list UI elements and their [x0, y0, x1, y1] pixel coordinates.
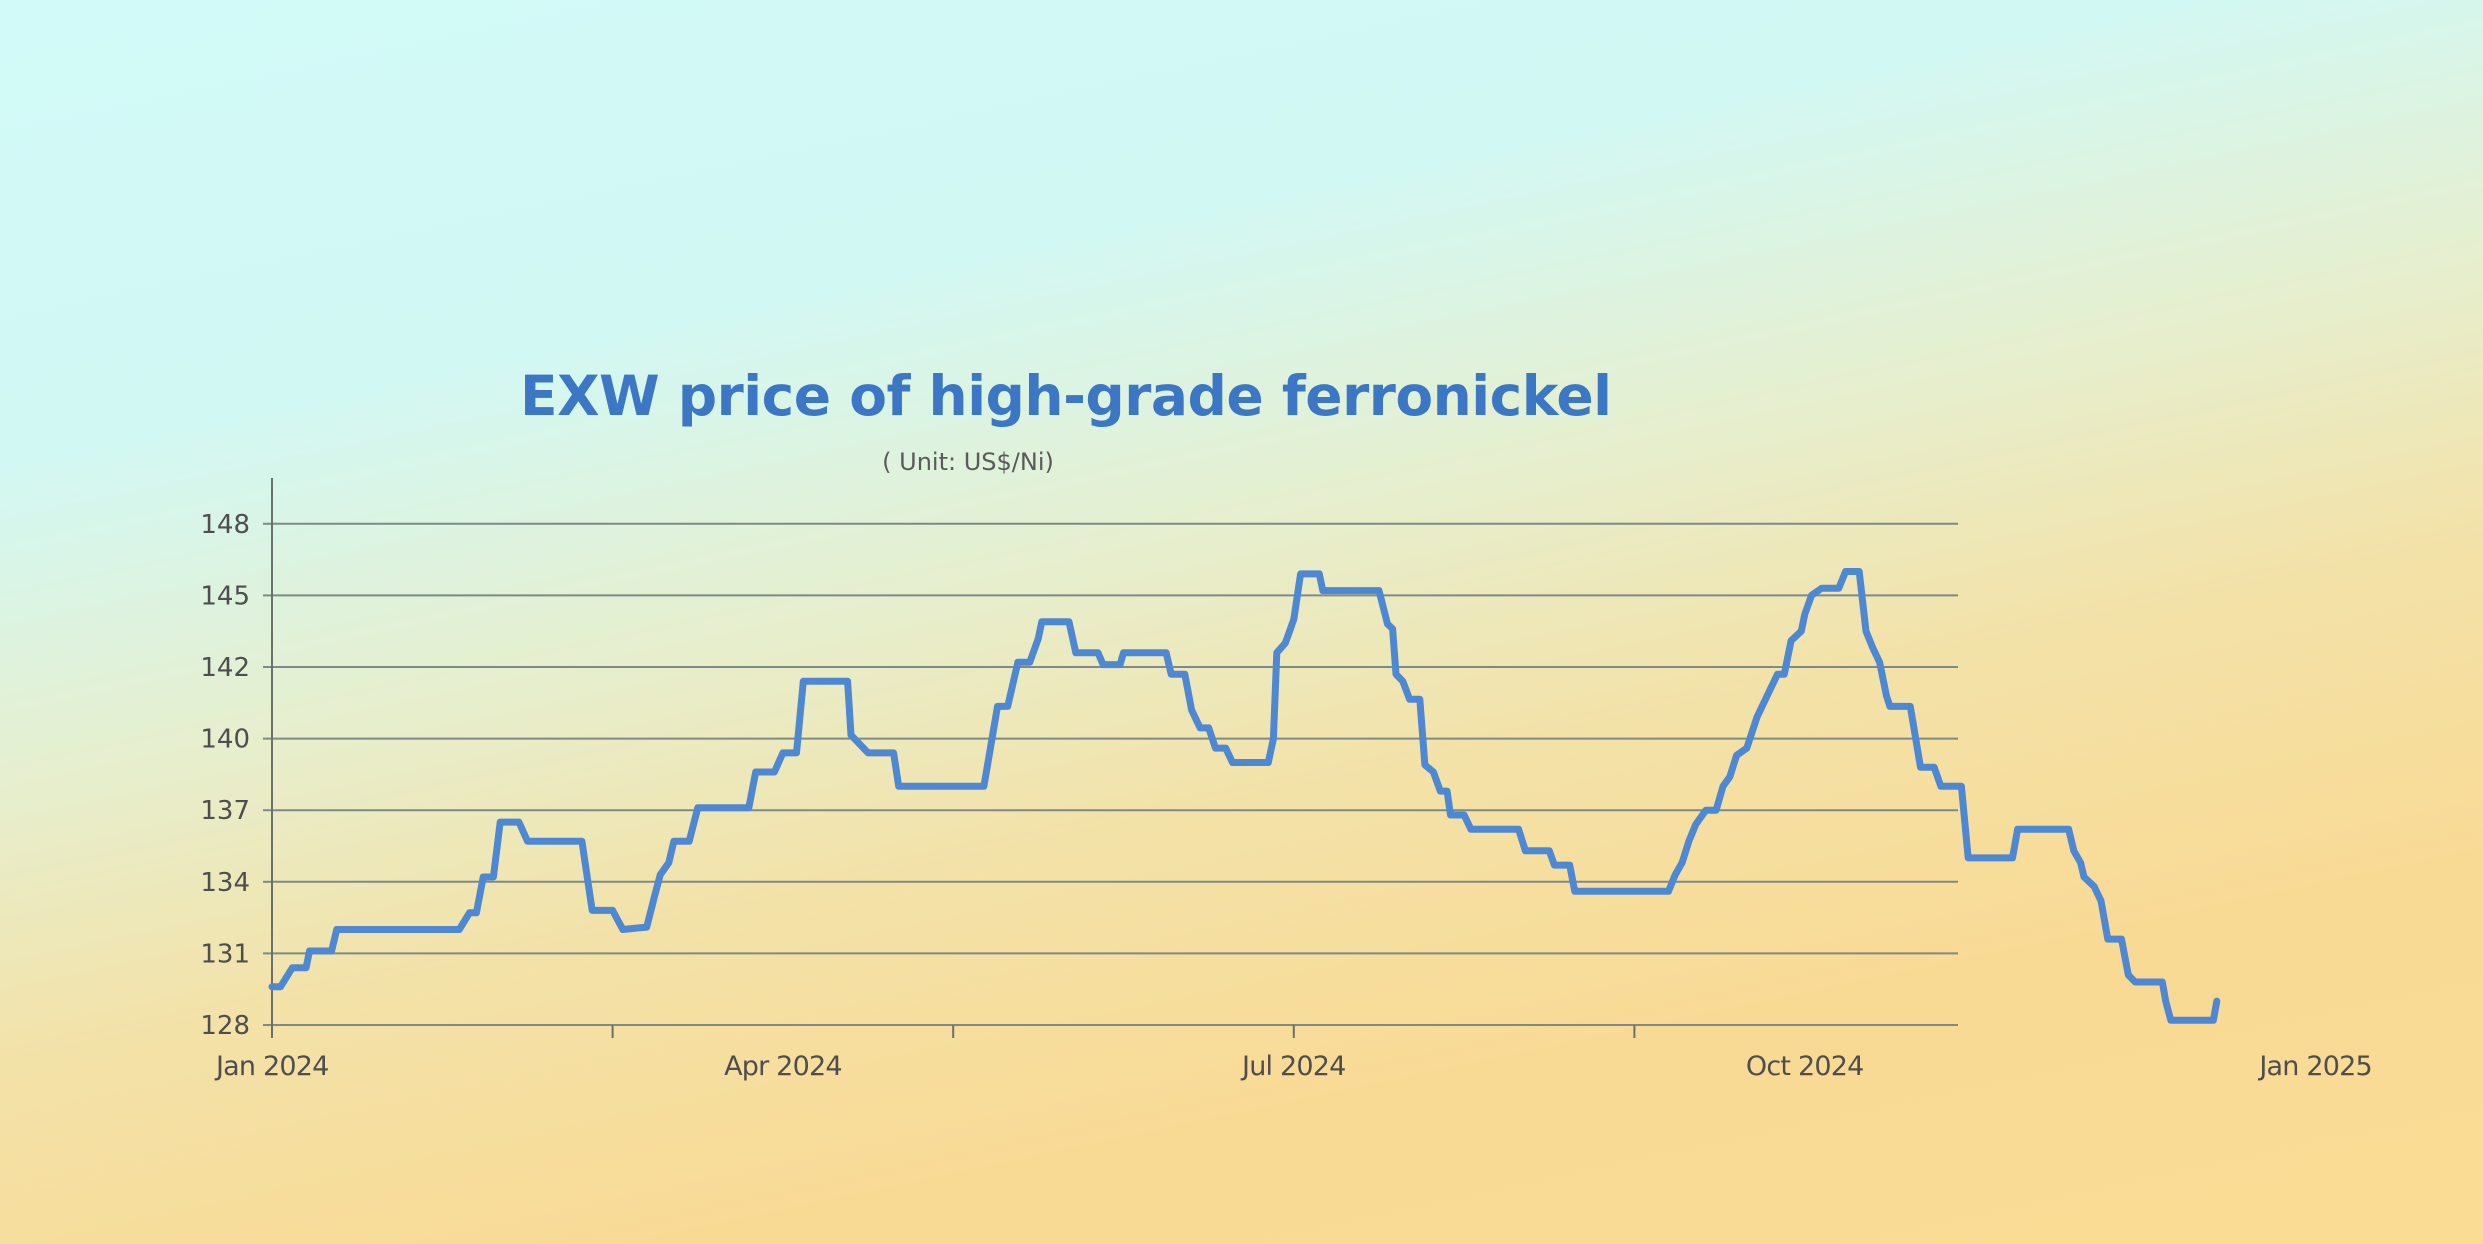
x-axis-ticks: Jan 2024 Apr 2024 Jul 2024 Oct 2024 Jan 2025… [214, 1025, 2373, 1082]
x-tick-label: Oct 2024 [1746, 1051, 1864, 1082]
y-tick-label: 128 [200, 1011, 250, 1041]
series-group [268, 568, 2221, 1024]
series-line [268, 568, 2221, 1024]
y-tick-label: 145 [200, 581, 250, 611]
chart-title: EXW price of high-grade ferronickel [520, 364, 1611, 428]
x-tick-label: Jan 2025 [2257, 1051, 2372, 1082]
y-tick-label: 140 [200, 725, 250, 755]
y-tick-label: 134 [200, 868, 250, 898]
y-tick-label: 148 [200, 510, 250, 540]
x-tick-label: Jan 2024 [214, 1051, 329, 1082]
y-tick-label: 137 [200, 796, 250, 826]
x-tick-label: Apr 2024 [724, 1051, 842, 1082]
y-tick-label: 142 [200, 653, 250, 683]
y-axis-ticks: 128 131 134 137 140 142 145 148 [200, 510, 272, 1041]
gridlines [272, 522, 1958, 1026]
x-tick-label: Jul 2024 [1240, 1051, 1345, 1082]
y-tick-label: 131 [200, 939, 250, 969]
chart-subtitle: ( Unit: US$/Ni) [882, 448, 1054, 476]
